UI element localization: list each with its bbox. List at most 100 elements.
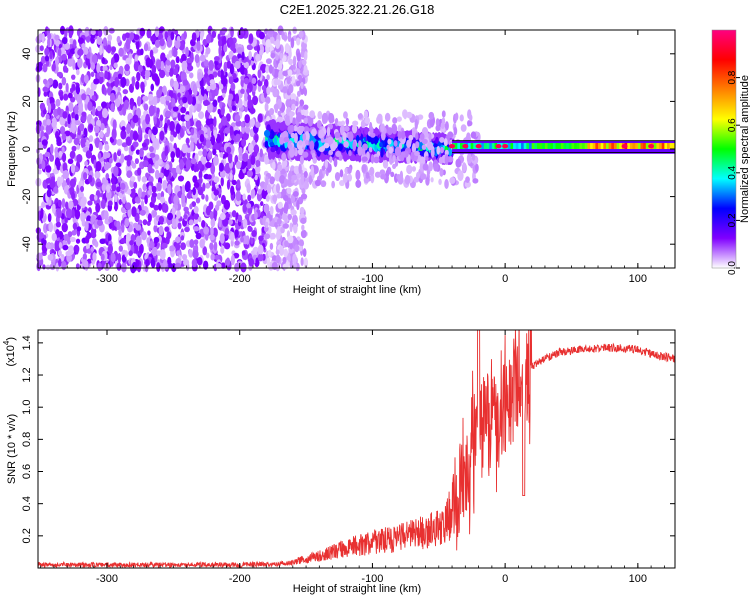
spectrogram-cell bbox=[223, 199, 231, 210]
carrier-cell bbox=[507, 143, 511, 149]
spectrogram-cell bbox=[71, 74, 76, 80]
spectrogram-cell bbox=[258, 31, 266, 40]
spectrogram-cell bbox=[113, 205, 118, 211]
spectrogram-cell bbox=[272, 123, 278, 133]
spectrogram-cell bbox=[152, 137, 160, 149]
carrier-cell bbox=[613, 143, 617, 149]
spectrogram-cell bbox=[141, 231, 147, 241]
spectrogram-cell bbox=[43, 239, 47, 245]
spectrogram-cell bbox=[36, 252, 43, 261]
spectrogram-cell bbox=[192, 187, 196, 196]
spectrogram-cell bbox=[96, 181, 102, 188]
spectrogram-cell bbox=[116, 86, 121, 93]
carrier-cell bbox=[584, 143, 588, 149]
spectrogram-cell bbox=[234, 229, 239, 238]
spectrogram-cell bbox=[145, 57, 152, 68]
spectrogram-cell bbox=[122, 89, 129, 95]
spectrogram-cell bbox=[137, 167, 142, 176]
spectrogram-cell bbox=[163, 259, 168, 268]
spectrogram-cell bbox=[108, 27, 115, 34]
spectrogram-cell bbox=[67, 92, 73, 99]
carrier-cell bbox=[481, 143, 485, 149]
spectrogram-cell bbox=[65, 208, 73, 219]
spectrogram-cell bbox=[263, 233, 271, 240]
spectrogram-cell bbox=[158, 203, 163, 211]
spectrogram-cell bbox=[55, 221, 62, 228]
spectrogram-cell bbox=[441, 117, 446, 126]
y-tick-label: 0.2 bbox=[21, 528, 33, 543]
spectrogram-cell bbox=[71, 229, 77, 236]
spectrogram-cell bbox=[135, 224, 142, 231]
spectrogram-cell bbox=[156, 262, 161, 273]
spectrogram-cell bbox=[342, 131, 347, 142]
spectrogram-cell bbox=[90, 246, 95, 252]
spectrogram-cell bbox=[90, 29, 96, 36]
spectrogram-cell bbox=[425, 155, 429, 161]
spectrogram-cell bbox=[225, 257, 231, 266]
spectrogram-cell bbox=[116, 150, 122, 157]
spectrogram-cell bbox=[195, 120, 202, 129]
spectrogram-cell bbox=[290, 37, 295, 49]
spectrogram-cell bbox=[202, 148, 208, 158]
spectrogram-cell bbox=[49, 154, 55, 162]
spectrogram-cell bbox=[74, 119, 81, 126]
spectrogram-cell bbox=[429, 118, 435, 128]
spectrogram-cell bbox=[122, 196, 126, 204]
spectrogram-cell bbox=[368, 146, 373, 153]
spectrogram-cell bbox=[173, 48, 178, 58]
spectrogram-cell bbox=[387, 127, 393, 136]
spectrogram-cell bbox=[82, 253, 88, 261]
spectrogram-cell bbox=[457, 170, 464, 182]
spectrogram-cell bbox=[254, 211, 258, 220]
spectrogram-cell bbox=[318, 129, 325, 139]
spectrogram-cell bbox=[213, 241, 218, 251]
spectrogram-cell bbox=[47, 102, 52, 114]
spectrogram-cell bbox=[288, 147, 295, 158]
spectrogram-cell bbox=[246, 170, 254, 178]
spectrogram-cell bbox=[49, 178, 56, 189]
spectrogram-cell bbox=[139, 209, 146, 216]
spectrogram-cell bbox=[234, 60, 241, 70]
carrier-cell bbox=[600, 143, 604, 149]
spectrogram-cell bbox=[118, 47, 124, 57]
spectrogram-cell bbox=[58, 230, 64, 240]
spectrogram-cell bbox=[75, 166, 79, 173]
spectrogram-cell bbox=[275, 230, 281, 240]
spectrogram-cell bbox=[199, 31, 204, 41]
spectrogram-cell bbox=[131, 206, 137, 218]
carrier-cell bbox=[486, 143, 490, 149]
spectrogram-cell bbox=[358, 140, 362, 147]
spectrogram-cell bbox=[125, 202, 132, 210]
spectrogram-cell bbox=[267, 28, 274, 35]
spectrogram-cell bbox=[140, 81, 145, 91]
spectrogram-cell bbox=[355, 179, 362, 188]
spectrogram-cell bbox=[173, 80, 179, 91]
spectrogram-cell bbox=[45, 165, 52, 173]
spectrogram-cell bbox=[266, 74, 270, 81]
spectrogram-cell bbox=[385, 169, 390, 177]
spectrogram-cell bbox=[248, 143, 254, 154]
spectrogram-cell bbox=[236, 179, 241, 189]
spectrogram-cell bbox=[66, 177, 70, 186]
spectrogram-cell bbox=[117, 176, 122, 183]
spectrogram-cell bbox=[317, 111, 323, 120]
spectrogram-cell bbox=[57, 48, 62, 57]
spectrogram-cell bbox=[301, 224, 305, 231]
spectrogram-cell bbox=[126, 170, 133, 179]
spectrogram-cell bbox=[404, 174, 411, 185]
spectrogram-cell bbox=[168, 263, 174, 269]
spectrogram-cell bbox=[107, 243, 113, 255]
spectrogram-cell bbox=[283, 248, 289, 258]
spectrogram-cell bbox=[248, 50, 252, 61]
spectrogram-cell bbox=[183, 30, 187, 40]
spectrogram-cell bbox=[109, 92, 116, 103]
spectrogram-cell bbox=[94, 171, 101, 179]
spectrogram-cell bbox=[142, 219, 148, 226]
spectrogram-cell bbox=[227, 219, 234, 225]
spectrogram-cell bbox=[282, 256, 287, 264]
y-tick-label: 0.4 bbox=[21, 496, 33, 511]
spectrogram-cell bbox=[337, 121, 343, 127]
spectrogram-cell bbox=[145, 172, 150, 178]
spectrogram-cell bbox=[93, 78, 100, 85]
spectrogram-cell bbox=[45, 264, 51, 270]
